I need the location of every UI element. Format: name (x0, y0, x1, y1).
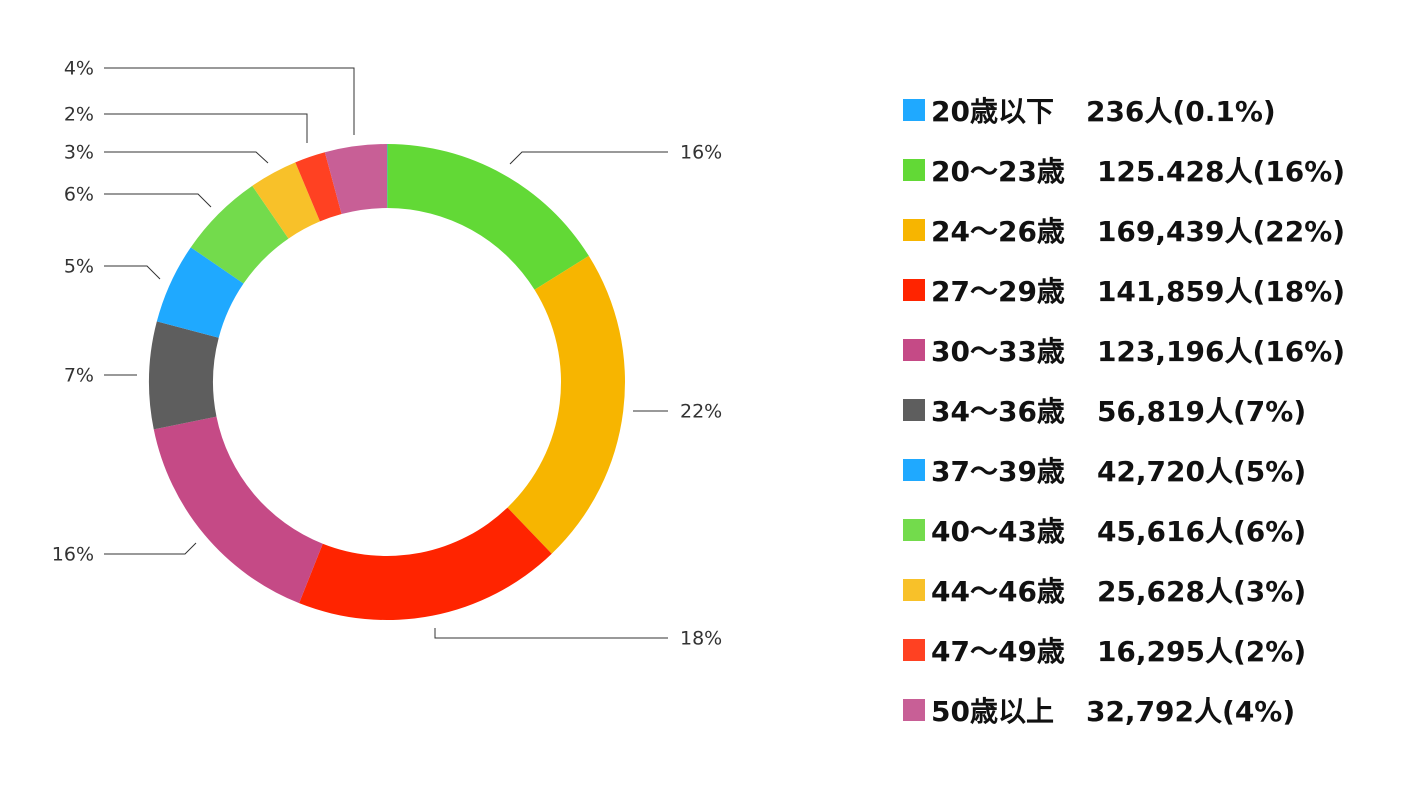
legend-swatch (903, 279, 925, 301)
legend-count: 236人(0.1%) (1085, 95, 1276, 128)
legend-item: 50歳以上 32,792人(4%) (903, 680, 1345, 740)
legend-age-group: 40〜43歳 (931, 515, 1065, 548)
callout-leader-line (104, 113, 308, 143)
legend-age-group: 20〜23歳 (931, 155, 1065, 188)
callout-leader-line (104, 542, 197, 555)
legend-age-group: 47〜49歳 (931, 635, 1065, 668)
legend-count: 32,792人(4%) (1085, 695, 1296, 728)
slice-percent-label: 16% (680, 142, 722, 164)
donut-slice (387, 144, 589, 290)
legend-item: 24〜26歳 169,439人(22%) (903, 200, 1345, 260)
legend-age-group: 20歳以下 (931, 95, 1054, 128)
donut-slice (299, 507, 552, 621)
legend-swatch (903, 339, 925, 361)
legend-item: 44〜46歳 25,628人(3%) (903, 560, 1345, 620)
slice-percent-label: 16% (52, 544, 94, 566)
legend-item: 20〜23歳 125.428人(16%) (903, 140, 1345, 200)
legend-count: 45,616人(6%) (1096, 515, 1307, 548)
legend-item: 20歳以下 236人(0.1%) (903, 80, 1345, 140)
legend-count: 25,628人(3%) (1096, 575, 1307, 608)
donut-slice (149, 321, 219, 430)
donut-slice (252, 162, 320, 239)
legend-count: 141,859人(18%) (1096, 275, 1346, 308)
legend-swatch (903, 459, 925, 481)
legend-swatch (903, 99, 925, 121)
slice-percent-label: 7% (64, 365, 94, 387)
slice-callouts: 16% 22% 18% 16% 7% 5% 6% 3% 2% 4% (52, 58, 722, 650)
donut-slice (156, 247, 244, 338)
donut-slice (153, 416, 323, 604)
legend-swatch (903, 219, 925, 241)
slice-percent-label: 3% (64, 142, 94, 164)
legend-item: 27〜29歳 141,859人(18%) (903, 260, 1345, 320)
legend-item: 40〜43歳 45,616人(6%) (903, 500, 1345, 560)
legend-count: 123,196人(16%) (1096, 335, 1346, 368)
callout-leader-line (434, 628, 668, 639)
callout-leader-line (104, 193, 212, 208)
callout-leader-line (104, 67, 355, 135)
donut-slice (507, 255, 625, 554)
callout-leader-line (104, 151, 269, 164)
legend-count: 56,819人(7%) (1096, 395, 1307, 428)
legend-count: 16,295人(2%) (1096, 635, 1307, 668)
legend-age-group: 27〜29歳 (931, 275, 1065, 308)
legend-count: 169,439人(22%) (1096, 215, 1346, 248)
slice-percent-label: 22% (680, 401, 722, 423)
legend-swatch (903, 399, 925, 421)
callout-leader-line (509, 151, 668, 165)
legend-item: 30〜33歳 123,196人(16%) (903, 320, 1345, 380)
legend-swatch (903, 699, 925, 721)
legend-swatch (903, 639, 925, 661)
legend-count: 42,720人(5%) (1096, 455, 1307, 488)
legend-age-group: 30〜33歳 (931, 335, 1065, 368)
legend-age-group: 50歳以上 (931, 695, 1054, 728)
legend-age-group: 37〜39歳 (931, 455, 1065, 488)
slice-percent-label: 6% (64, 184, 94, 206)
legend-item: 37〜39歳 42,720人(5%) (903, 440, 1345, 500)
slice-percent-label: 2% (64, 104, 94, 126)
chart-legend: 20歳以下 236人(0.1%) 20〜23歳 125.428人(16%) 24〜26歳… (903, 80, 1345, 740)
donut-slice (190, 185, 289, 284)
legend-age-group: 24〜26歳 (931, 215, 1065, 248)
legend-swatch (903, 579, 925, 601)
slice-percent-label: 4% (64, 58, 94, 80)
legend-item: 47〜49歳 16,295人(2%) (903, 620, 1345, 680)
slice-percent-label: 18% (680, 628, 722, 650)
legend-age-group: 34〜36歳 (931, 395, 1065, 428)
legend-count: 125.428人(16%) (1096, 155, 1346, 188)
donut-slice (295, 152, 342, 222)
legend-item: 34〜36歳 56,819人(7%) (903, 380, 1345, 440)
legend-age-group: 44〜46歳 (931, 575, 1065, 608)
callout-leader-line (104, 265, 161, 280)
legend-swatch (903, 159, 925, 181)
donut-slice (324, 144, 387, 215)
donut-slices (149, 144, 625, 621)
slice-percent-label: 5% (64, 256, 94, 278)
legend-swatch (903, 519, 925, 541)
